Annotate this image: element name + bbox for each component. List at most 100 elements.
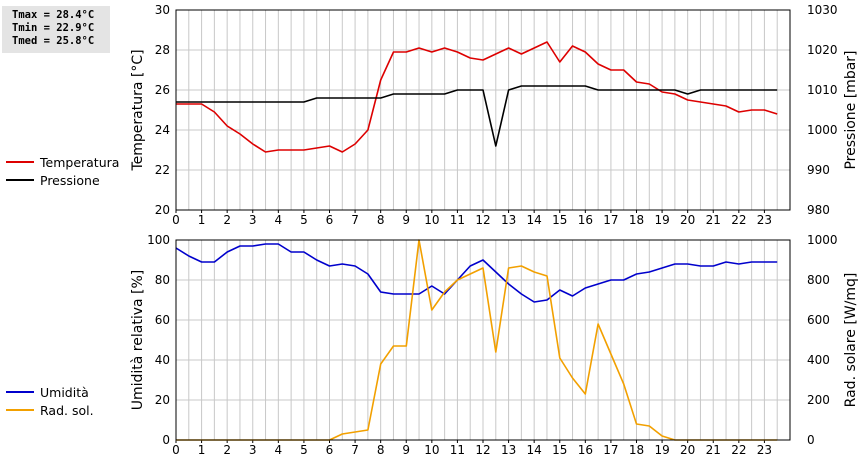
legend-item-pressure: Pressione bbox=[6, 171, 119, 189]
x-tick-label: 12 bbox=[475, 443, 490, 457]
x-tick-label: 10 bbox=[424, 213, 439, 227]
x-tick-label: 6 bbox=[326, 213, 334, 227]
series-line-pressure bbox=[176, 85, 778, 147]
series-line-temperature bbox=[176, 41, 778, 153]
x-tick-label: 18 bbox=[629, 213, 644, 227]
y-tick-label: 20 bbox=[155, 203, 170, 217]
legend-label-temperature: Temperatura bbox=[40, 154, 120, 170]
x-tick-label: 9 bbox=[402, 213, 410, 227]
x-tick-label: 11 bbox=[450, 213, 465, 227]
y-tick-label: 60 bbox=[155, 313, 170, 327]
x-tick-label: 5 bbox=[300, 213, 308, 227]
y-tick-label: 24 bbox=[155, 123, 170, 137]
y2-axis-title: Pressione [mbar] bbox=[843, 50, 859, 169]
x-tick-label: 0 bbox=[172, 213, 180, 227]
y2-tick-label: 1000 bbox=[807, 233, 838, 247]
y-tick-label: 80 bbox=[155, 273, 170, 287]
legend-swatch-humidity bbox=[6, 391, 34, 393]
x-tick-label: 22 bbox=[731, 213, 746, 227]
legend-swatch-pressure bbox=[6, 179, 34, 181]
x-tick-label: 9 bbox=[402, 443, 410, 457]
plot-frame bbox=[175, 239, 791, 441]
x-tick-label: 4 bbox=[275, 213, 283, 227]
y2-tick-label: 1030 bbox=[807, 3, 838, 17]
y-tick-label: 0 bbox=[162, 433, 170, 447]
y2-tick-label: 400 bbox=[807, 353, 830, 367]
x-tick-label: 12 bbox=[475, 213, 490, 227]
x-tick-label: 22 bbox=[731, 443, 746, 457]
y-tick-label: 30 bbox=[155, 3, 170, 17]
y2-tick-label: 980 bbox=[807, 203, 830, 217]
tmed-text: Tmed = 25.8°C bbox=[12, 35, 95, 47]
x-tick-label: 0 bbox=[172, 443, 180, 457]
x-tick-label: 16 bbox=[578, 213, 593, 227]
y2-tick-label: 1000 bbox=[807, 123, 838, 137]
legend-swatch-temperature bbox=[6, 161, 34, 163]
tmax-text: Tmax = 28.4°C bbox=[12, 9, 95, 21]
x-tick-label: 16 bbox=[578, 443, 593, 457]
y-axis-title: Umidità relativa [%] bbox=[130, 270, 146, 411]
x-tick-label: 1 bbox=[198, 213, 206, 227]
legend-label-radiation: Rad. sol. bbox=[40, 402, 94, 418]
x-tick-label: 11 bbox=[450, 443, 465, 457]
x-tick-label: 15 bbox=[552, 443, 567, 457]
x-tick-label: 14 bbox=[527, 213, 542, 227]
x-tick-label: 20 bbox=[680, 443, 695, 457]
y2-tick-label: 1010 bbox=[807, 83, 838, 97]
plot-frame bbox=[175, 9, 791, 211]
legend-swatch-radiation bbox=[6, 409, 34, 411]
x-tick-label: 8 bbox=[377, 443, 385, 457]
x-tick-label: 17 bbox=[603, 213, 618, 227]
x-tick-label: 1 bbox=[198, 443, 206, 457]
x-tick-label: 15 bbox=[552, 213, 567, 227]
tmin-text: Tmin = 22.9°C bbox=[12, 22, 95, 34]
x-tick-label: 20 bbox=[680, 213, 695, 227]
x-tick-label: 13 bbox=[501, 443, 516, 457]
x-tick-label: 6 bbox=[326, 443, 334, 457]
x-tick-label: 23 bbox=[757, 213, 772, 227]
x-tick-label: 21 bbox=[706, 213, 721, 227]
legend-top: Temperatura Pressione bbox=[6, 153, 119, 189]
x-tick-label: 7 bbox=[351, 443, 359, 457]
y2-tick-label: 200 bbox=[807, 393, 830, 407]
x-tick-label: 18 bbox=[629, 443, 644, 457]
legend-label-humidity: Umidità bbox=[40, 384, 89, 400]
y-tick-label: 20 bbox=[155, 393, 170, 407]
x-tick-label: 4 bbox=[275, 443, 283, 457]
y2-tick-label: 990 bbox=[807, 163, 830, 177]
legend-item-humidity: Umidità bbox=[6, 383, 94, 401]
x-tick-label: 13 bbox=[501, 213, 516, 227]
x-tick-label: 14 bbox=[527, 443, 542, 457]
y2-tick-label: 0 bbox=[807, 433, 815, 447]
y-tick-label: 100 bbox=[147, 233, 170, 247]
x-tick-label: 23 bbox=[757, 443, 772, 457]
y2-tick-label: 800 bbox=[807, 273, 830, 287]
x-tick-label: 19 bbox=[654, 443, 669, 457]
stats-box: Tmax = 28.4°C Tmin = 22.9°C Tmed = 25.8°… bbox=[2, 6, 110, 53]
x-tick-label: 17 bbox=[603, 443, 618, 457]
series-line-radiation bbox=[176, 239, 778, 441]
series-line-humidity bbox=[175, 243, 778, 303]
x-tick-label: 21 bbox=[706, 443, 721, 457]
y-axis-title: Temperatura [°C] bbox=[130, 49, 146, 171]
y2-tick-label: 1020 bbox=[807, 43, 838, 57]
x-tick-label: 19 bbox=[654, 213, 669, 227]
legend-item-radiation: Rad. sol. bbox=[6, 401, 94, 419]
y2-tick-label: 600 bbox=[807, 313, 830, 327]
x-tick-label: 8 bbox=[377, 213, 385, 227]
x-tick-label: 5 bbox=[300, 443, 308, 457]
legend-label-pressure: Pressione bbox=[40, 172, 100, 188]
legend-bottom: Umidità Rad. sol. bbox=[6, 383, 94, 419]
y-tick-label: 26 bbox=[155, 83, 170, 97]
y-tick-label: 40 bbox=[155, 353, 170, 367]
x-tick-label: 2 bbox=[223, 443, 231, 457]
x-tick-label: 3 bbox=[249, 443, 257, 457]
y-tick-label: 28 bbox=[155, 43, 170, 57]
x-tick-label: 7 bbox=[351, 213, 359, 227]
x-tick-label: 2 bbox=[223, 213, 231, 227]
x-tick-label: 3 bbox=[249, 213, 257, 227]
x-tick-label: 10 bbox=[424, 443, 439, 457]
legend-item-temperature: Temperatura bbox=[6, 153, 119, 171]
y-tick-label: 22 bbox=[155, 163, 170, 177]
